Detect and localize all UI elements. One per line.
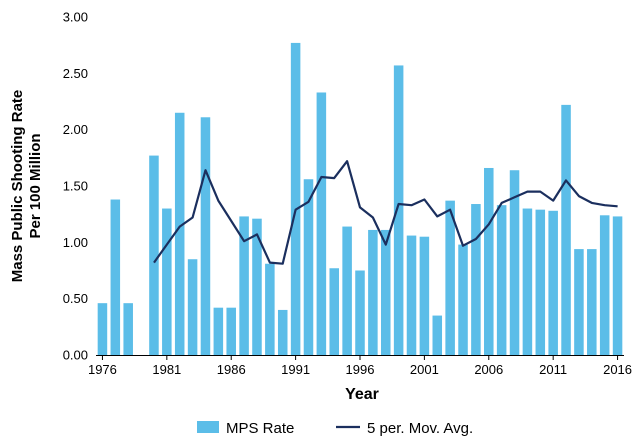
bar-2011 <box>548 210 558 355</box>
bar-2005 <box>471 204 481 355</box>
x-tick-label: 1991 <box>281 362 310 377</box>
bar-1997 <box>368 229 378 355</box>
legend-line-label: 5 per. Mov. Avg. <box>367 420 473 437</box>
bar-1984 <box>200 117 211 355</box>
bar-2003 <box>445 200 455 355</box>
bar-1985 <box>213 307 224 355</box>
y-tick-label: 1.50 <box>63 179 88 194</box>
x-tick-label: 2011 <box>539 362 567 377</box>
x-tick-label: 2001 <box>410 362 439 377</box>
bar-1995 <box>342 226 352 355</box>
bar-1990 <box>277 309 288 355</box>
x-axis-ticks: 1976 1981 1986 1991 1996 2001 2006 2011 2016 <box>88 355 632 377</box>
legend-bar-swatch <box>197 421 219 433</box>
y-tick-label: 0.00 <box>63 348 88 363</box>
bar-1988 <box>252 218 262 355</box>
y-tick-label: 3.00 <box>63 10 88 25</box>
bar-1993 <box>316 92 327 355</box>
legend: MPS Rate 5 per. Mov. Avg. <box>197 420 473 437</box>
bar-1998 <box>380 229 391 355</box>
bar-2004 <box>458 244 468 355</box>
x-tick-label: 1986 <box>217 362 246 377</box>
bar-2015 <box>599 215 610 355</box>
moving-average-line <box>153 160 618 265</box>
y-tick-label: 1.00 <box>63 235 88 250</box>
legend-bar-label: MPS Rate <box>226 420 294 437</box>
y-tick-label: 0.50 <box>63 291 88 306</box>
bar-1976 <box>97 303 108 355</box>
bar-2009 <box>522 208 533 355</box>
bar-1987 <box>239 216 249 355</box>
y-axis-title-line: Per 100 Million <box>27 133 44 238</box>
y-tick-label: 2.50 <box>63 66 88 81</box>
x-tick-label: 2016 <box>603 362 632 377</box>
bar-2008 <box>509 170 520 355</box>
bar-1980 <box>149 155 159 355</box>
bar-1996 <box>355 270 365 355</box>
bar-1994 <box>329 268 340 355</box>
x-tick-label: 1996 <box>346 362 375 377</box>
y-tick-label: 2.00 <box>63 122 88 137</box>
moving-average-series <box>153 160 618 265</box>
bar-2001 <box>419 236 430 355</box>
bar-1981 <box>162 208 172 355</box>
y-axis-title: Mass Public Shooting Rate Per 100 Million <box>9 90 44 283</box>
bar-1992 <box>303 179 314 355</box>
bar-2000 <box>406 235 417 355</box>
bar-1999 <box>393 65 404 356</box>
bar-2010 <box>535 209 546 355</box>
bar-1982 <box>174 112 185 356</box>
x-tick-label: 2006 <box>474 362 503 377</box>
bar-1977 <box>110 199 121 355</box>
bar-1991 <box>290 42 301 356</box>
x-tick-label: 1981 <box>152 362 181 377</box>
bar-2002 <box>432 315 443 355</box>
bar-1986 <box>226 307 236 355</box>
x-axis-title: Year <box>345 386 379 403</box>
bar-1989 <box>265 263 275 355</box>
y-axis-title-line: Mass Public Shooting Rate <box>9 90 26 283</box>
bar-series <box>97 42 623 356</box>
bar-2013 <box>574 249 584 355</box>
bar-2012 <box>561 104 571 355</box>
bar-2007 <box>496 205 507 355</box>
y-axis-ticks: 0.00 0.50 1.00 1.50 2.00 2.50 3.00 <box>63 10 88 363</box>
bar-2016 <box>612 216 623 355</box>
bar-1983 <box>187 259 198 355</box>
bar-2014 <box>587 249 597 355</box>
x-tick-label: 1976 <box>88 362 117 377</box>
bar-2006 <box>484 167 494 355</box>
bar-1978 <box>123 303 133 355</box>
